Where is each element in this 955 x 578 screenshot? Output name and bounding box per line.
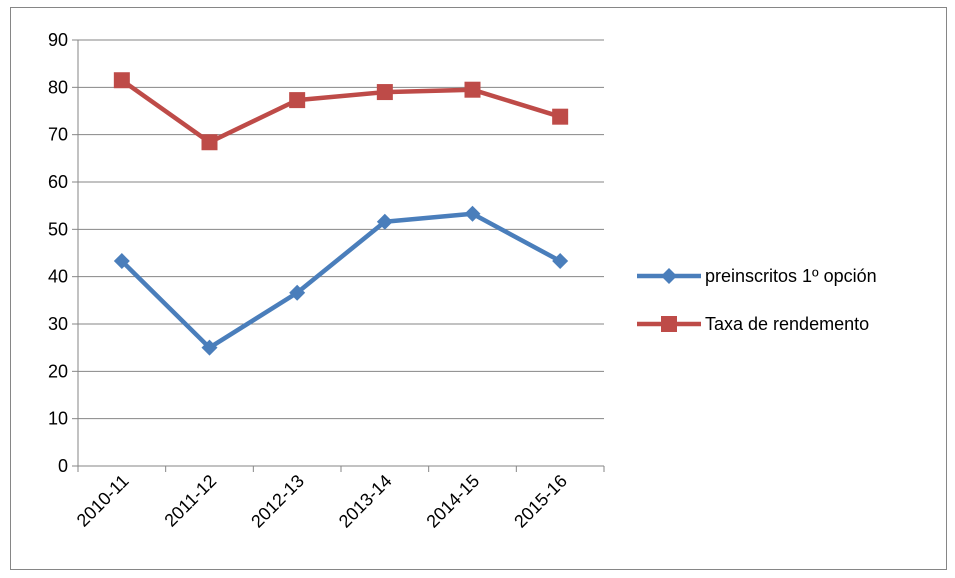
data-point xyxy=(113,72,130,89)
x-tick-label: 2015-16 xyxy=(510,471,571,532)
y-tick-label: 0 xyxy=(58,456,68,476)
data-point xyxy=(464,81,481,98)
series-line xyxy=(120,211,562,350)
data-point xyxy=(201,134,218,151)
data-point xyxy=(376,84,393,101)
axes xyxy=(72,39,605,472)
chart-frame xyxy=(10,7,947,570)
y-tick-label: 20 xyxy=(48,361,68,381)
y-tick-label: 90 xyxy=(48,30,68,50)
series-1 xyxy=(113,72,569,151)
data-point xyxy=(289,284,306,301)
y-tick-label: 70 xyxy=(48,125,68,145)
data-point xyxy=(376,213,393,230)
y-tick-label: 10 xyxy=(48,409,68,429)
x-tick-label: 2011-12 xyxy=(160,471,220,531)
y-tick-label: 60 xyxy=(48,172,68,192)
legend-label: preinscritos 1º opción xyxy=(705,266,877,286)
gridlines xyxy=(78,39,604,420)
legend-marker xyxy=(661,268,677,284)
series-line xyxy=(120,78,561,145)
series-0 xyxy=(113,205,569,356)
y-tick-label: 50 xyxy=(48,219,68,239)
data-point xyxy=(113,253,130,270)
y-tick-label: 40 xyxy=(48,267,68,287)
legend-entry: Taxa de rendemento xyxy=(637,314,869,334)
y-tick-label: 80 xyxy=(48,77,68,97)
data-point xyxy=(201,339,218,356)
legend-label: Taxa de rendemento xyxy=(705,314,869,334)
series-lines xyxy=(113,72,569,356)
x-tick-label: 2012-13 xyxy=(247,471,308,532)
y-tick-label: 30 xyxy=(48,314,68,334)
x-tick-label: 2014-15 xyxy=(422,471,483,532)
data-point xyxy=(552,108,569,125)
x-tick-label: 2013-14 xyxy=(335,471,396,532)
data-point xyxy=(552,253,569,270)
x-tick-label: 2010-11 xyxy=(73,471,133,531)
data-point xyxy=(464,205,481,222)
legend-marker xyxy=(661,316,677,332)
data-point xyxy=(289,92,306,109)
legend-entry: preinscritos 1º opción xyxy=(637,266,877,286)
legend: preinscritos 1º opción Taxa de rendemento xyxy=(637,266,877,334)
